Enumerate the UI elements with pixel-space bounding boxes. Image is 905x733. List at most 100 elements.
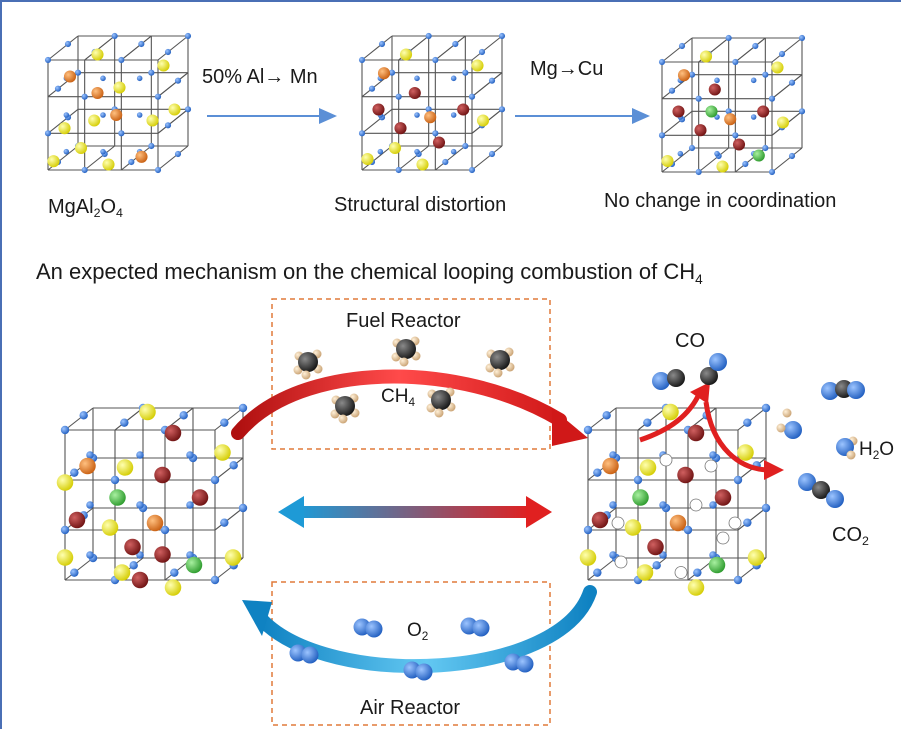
blue-atom (488, 77, 496, 84)
blue-atom (498, 106, 506, 113)
cube-reduced-carrier (579, 403, 771, 596)
blue-atom (709, 501, 717, 509)
blue-atom (768, 95, 776, 102)
blue-atom (129, 561, 138, 570)
maroon-atom (708, 83, 721, 96)
label-mg-to-cu: Mg→Cu (530, 58, 604, 80)
orange-atom (63, 70, 77, 83)
maroon-atom (191, 489, 209, 506)
blue-atom (164, 48, 172, 56)
blue-atom (86, 451, 94, 459)
maroon-atom (372, 103, 385, 116)
blue-atom (174, 77, 182, 84)
yellow-atom (687, 579, 705, 596)
blue-atom (110, 475, 120, 485)
product-co2-label: CO2 (832, 524, 869, 549)
blue-atom (210, 475, 220, 485)
label-no-change-coordination: No change in coordination (604, 190, 837, 212)
blue-atom (210, 575, 220, 585)
air-reactor-box (271, 581, 551, 726)
mechanism-title: An expected mechanism on the chemical lo… (36, 259, 703, 287)
yellow-atom (624, 519, 642, 536)
blue-atom (732, 58, 739, 66)
blue-atom (583, 425, 593, 435)
air-reactor-species: O2 (407, 620, 429, 644)
vacancy (728, 516, 742, 530)
blue-atom (70, 468, 79, 477)
yellow-atom (399, 48, 413, 61)
blue-atom (462, 142, 469, 150)
blue-atom (63, 148, 70, 155)
hydrogen-atom (301, 370, 311, 380)
fuel-reactor-arrowhead (552, 408, 588, 446)
blue-atom (118, 56, 125, 64)
blue-atom (365, 620, 383, 638)
yellow-atom (471, 59, 484, 72)
blue-atom (118, 130, 125, 137)
maroon-atom (732, 138, 746, 151)
blue-atom (79, 411, 88, 420)
blue-atom (138, 40, 145, 48)
blue-atom (695, 95, 702, 102)
blue-atom (44, 130, 52, 137)
lattice-line (157, 145, 189, 171)
fuel-reactor-title: Fuel Reactor (346, 310, 461, 332)
hydrogen-atom (399, 357, 409, 367)
blue-atom (395, 166, 402, 174)
yellow-atom (662, 403, 679, 421)
blue-atom (750, 77, 757, 84)
yellow-atom (476, 114, 490, 127)
blue-atom (761, 403, 771, 413)
blue-atom (148, 142, 155, 150)
blue-atom (425, 106, 432, 113)
blue-atom (659, 551, 667, 559)
blue-atom (733, 575, 743, 585)
blue-atom (732, 132, 739, 139)
blue-atom (220, 418, 229, 427)
yellow-atom (214, 444, 231, 461)
orange-atom (91, 86, 104, 100)
maroon-atom (154, 546, 171, 563)
blue-atom (64, 40, 72, 48)
blue-atom (472, 619, 490, 637)
blue-atom (693, 568, 702, 577)
blue-atom (583, 525, 593, 535)
green-atom (109, 489, 126, 506)
vacancy (611, 516, 625, 530)
blue-atom (768, 168, 776, 176)
hydrogen-atom (434, 408, 444, 418)
blue-atom (668, 87, 676, 94)
molecules (289, 336, 865, 681)
yellow-atom (636, 564, 654, 581)
blue-atom (659, 501, 667, 509)
maroon-atom (647, 538, 664, 556)
blue-atom (609, 451, 617, 459)
lattice-line (214, 457, 244, 481)
lattice-line (771, 74, 803, 100)
yellow-atom (168, 103, 181, 116)
blue-atom (762, 144, 769, 152)
orange-atom (424, 111, 437, 124)
blue-atom (164, 122, 172, 129)
blue-atom (788, 79, 796, 86)
blue-atom (425, 32, 432, 40)
blue-atom (70, 568, 79, 577)
yellow-atom (102, 158, 115, 171)
yellow-atom (157, 59, 170, 72)
blue-atom (743, 418, 752, 427)
yellow-atom (91, 48, 104, 61)
vacancy (704, 459, 718, 473)
blue-atom (658, 132, 666, 139)
hydrogen-atom (776, 423, 786, 433)
green-atom (752, 149, 765, 162)
fuel-reactor-box (271, 298, 551, 450)
lattice-line (587, 557, 617, 581)
blue-atom (111, 32, 118, 40)
lattice-line (661, 37, 693, 63)
yellow-atom (388, 141, 402, 155)
yellow-atom (699, 50, 713, 63)
blue-atom (301, 646, 319, 664)
blue-atom (220, 518, 229, 527)
green-atom (708, 556, 726, 574)
